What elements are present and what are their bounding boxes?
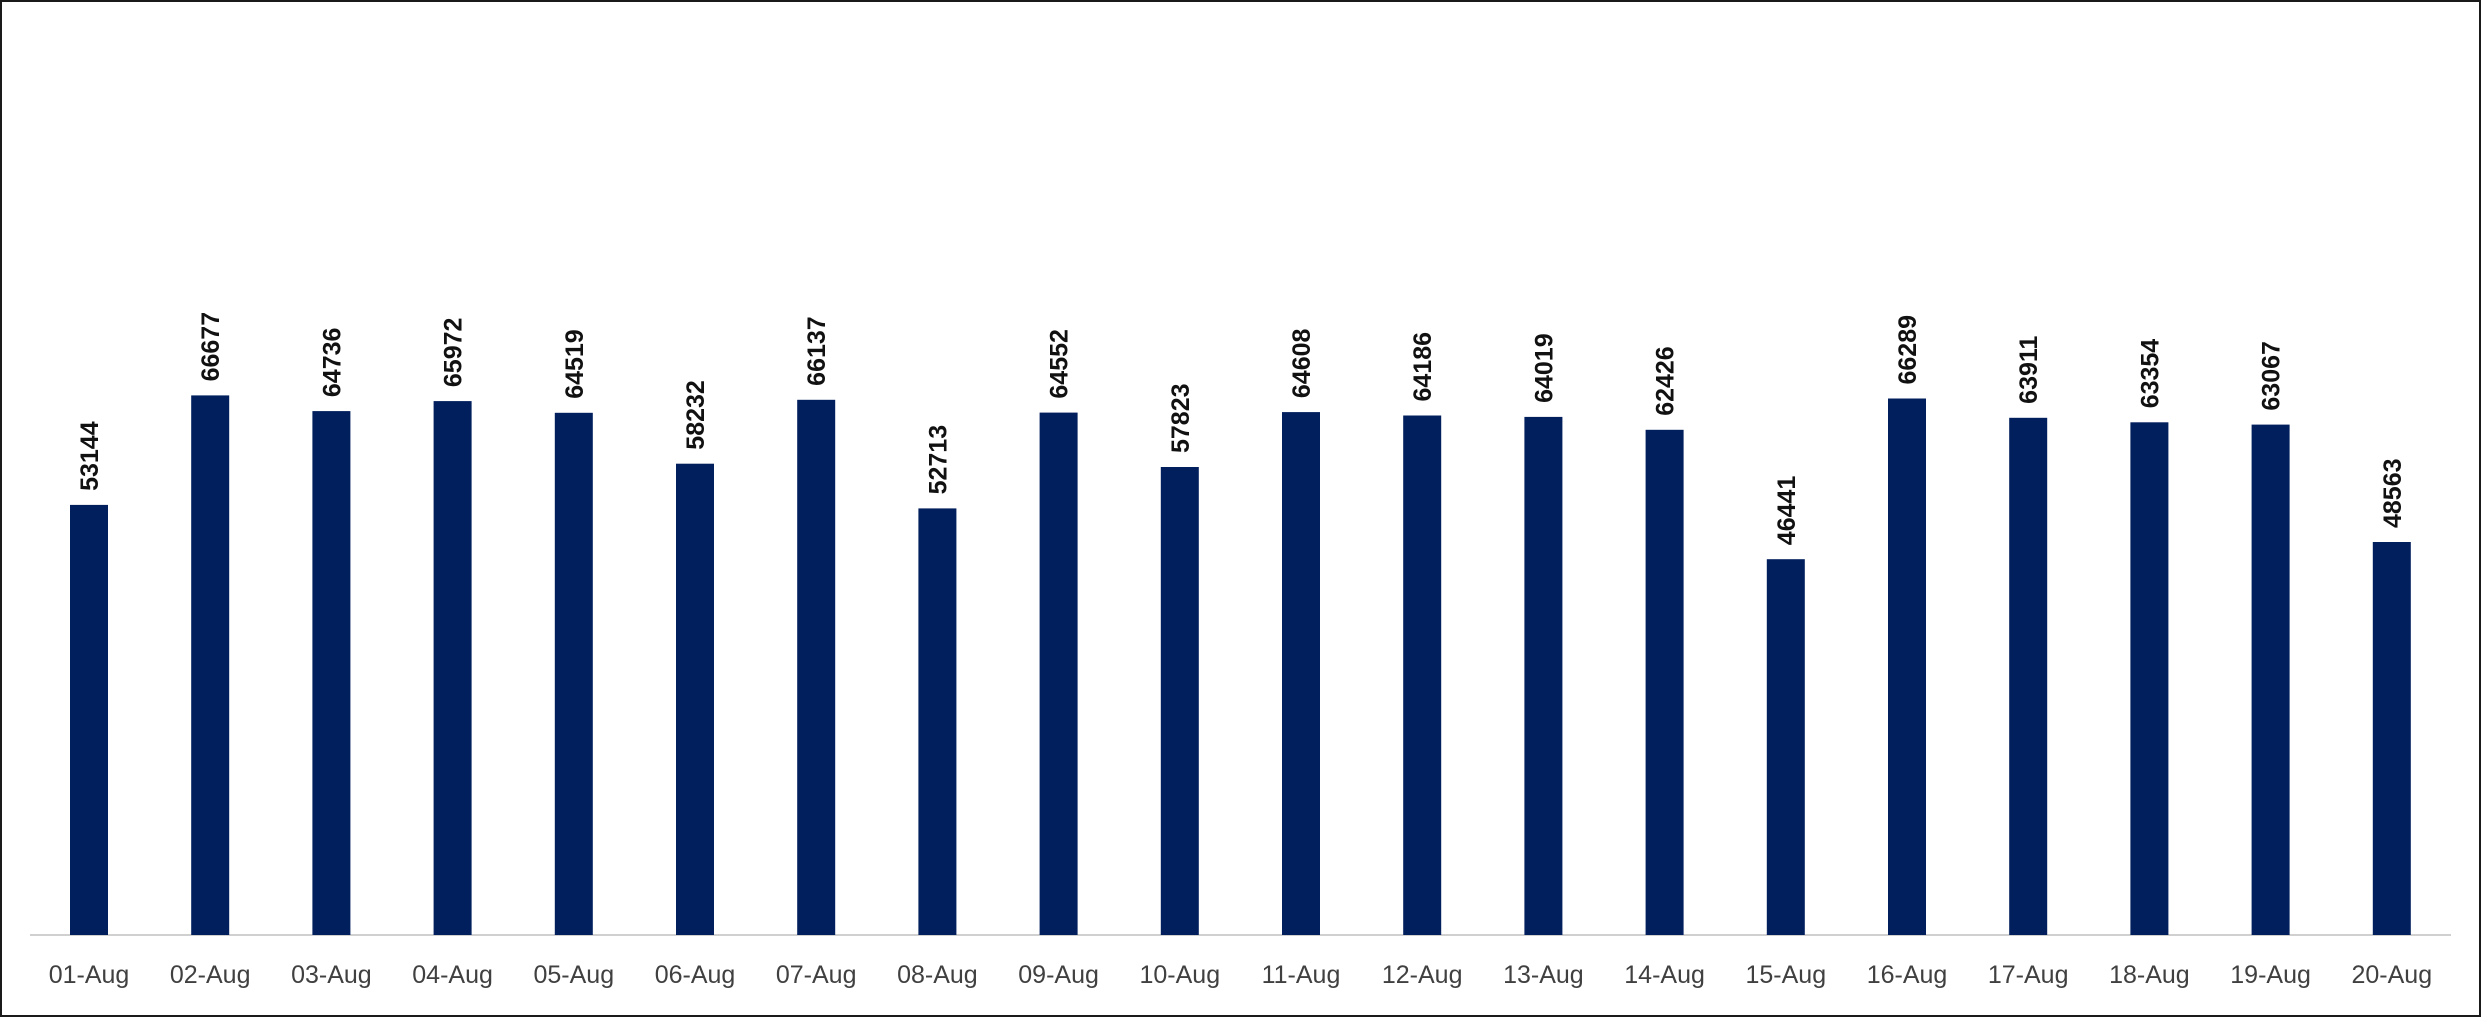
- data-label-12-Aug: 64186: [1409, 332, 1437, 402]
- data-label-09-Aug: 64552: [1046, 329, 1074, 399]
- data-label-14-Aug: 62426: [1652, 346, 1680, 416]
- data-label-01-Aug: 53144: [76, 421, 104, 491]
- bar-15-Aug: [1766, 559, 1805, 935]
- x-tick-label-20-Aug: 20-Aug: [2351, 961, 2432, 989]
- data-label-08-Aug: 52713: [924, 425, 952, 495]
- x-tick-label-09-Aug: 09-Aug: [1018, 961, 1099, 989]
- x-tick-label-19-Aug: 19-Aug: [2230, 961, 2311, 989]
- bar-19-Aug: [2251, 424, 2290, 935]
- x-tick-label-16-Aug: 16-Aug: [1867, 961, 1948, 989]
- x-tick-label-07-Aug: 07-Aug: [776, 961, 857, 989]
- x-tick-label-10-Aug: 10-Aug: [1139, 961, 1220, 989]
- data-label-05-Aug: 64519: [561, 329, 589, 399]
- data-label-06-Aug: 58232: [682, 380, 710, 450]
- bar-03-Aug: [312, 411, 351, 936]
- bar-20-Aug: [2372, 542, 2411, 935]
- data-label-03-Aug: 64736: [318, 328, 346, 398]
- x-tick-label-11-Aug: 11-Aug: [1262, 961, 1341, 989]
- data-label-19-Aug: 63067: [2258, 341, 2286, 411]
- bar-11-Aug: [1282, 412, 1320, 936]
- x-tick-label-18-Aug: 18-Aug: [2109, 961, 2190, 989]
- data-label-16-Aug: 66289: [1894, 315, 1922, 385]
- data-label-11-Aug: 64608: [1288, 328, 1316, 398]
- x-tick-label-17-Aug: 17-Aug: [1988, 961, 2069, 989]
- bar-12-Aug: [1403, 415, 1442, 935]
- x-tick-label-12-Aug: 12-Aug: [1382, 961, 1463, 989]
- bar-17-Aug: [2009, 417, 2048, 935]
- data-label-07-Aug: 66137: [803, 316, 831, 386]
- data-label-20-Aug: 48563: [2379, 458, 2407, 528]
- bar-08-Aug: [918, 508, 957, 935]
- x-tick-label-15-Aug: 15-Aug: [1745, 961, 1826, 989]
- x-tick-label-13-Aug: 13-Aug: [1503, 961, 1584, 989]
- bar-14-Aug: [1645, 429, 1684, 935]
- data-labels-group: 53144 66677 64736 65972 64519 58232 66137 52713…: [76, 312, 2407, 545]
- x-tick-label-01-Aug: 01-Aug: [49, 961, 130, 989]
- data-label-17-Aug: 63911: [2015, 336, 2043, 404]
- x-tick-label-14-Aug: 14-Aug: [1624, 961, 1705, 989]
- data-label-10-Aug: 57823: [1167, 383, 1195, 453]
- bar-07-Aug: [797, 399, 836, 935]
- bar-13-Aug: [1524, 416, 1563, 935]
- data-label-18-Aug: 63354: [2136, 339, 2164, 409]
- x-tick-label-03-Aug: 03-Aug: [291, 961, 372, 989]
- bars-group: [70, 395, 2411, 936]
- bar-05-Aug: [554, 412, 593, 935]
- x-tick-labels-group: 01-Aug 02-Aug 03-Aug 04-Aug 05-Aug 06-Aug 07-A…: [49, 961, 2432, 989]
- bar-18-Aug: [2130, 422, 2169, 935]
- x-tick-label-06-Aug: 06-Aug: [655, 961, 736, 989]
- bar-10-Aug: [1160, 467, 1199, 935]
- bar-16-Aug: [1888, 398, 1926, 935]
- data-label-04-Aug: 65972: [440, 318, 468, 388]
- bar-09-Aug: [1039, 412, 1078, 936]
- bar-02-Aug: [191, 395, 230, 935]
- bar-06-Aug: [676, 463, 714, 935]
- bar-04-Aug: [433, 401, 472, 936]
- bar-01-Aug: [70, 504, 108, 935]
- x-tick-label-04-Aug: 04-Aug: [412, 961, 493, 989]
- data-label-13-Aug: 64019: [1530, 333, 1558, 403]
- x-tick-label-02-Aug: 02-Aug: [170, 961, 251, 989]
- x-tick-label-08-Aug: 08-Aug: [897, 961, 978, 989]
- data-label-02-Aug: 66677: [197, 312, 225, 382]
- x-tick-label-05-Aug: 05-Aug: [533, 961, 614, 989]
- data-label-15-Aug: 46441: [1773, 476, 1801, 546]
